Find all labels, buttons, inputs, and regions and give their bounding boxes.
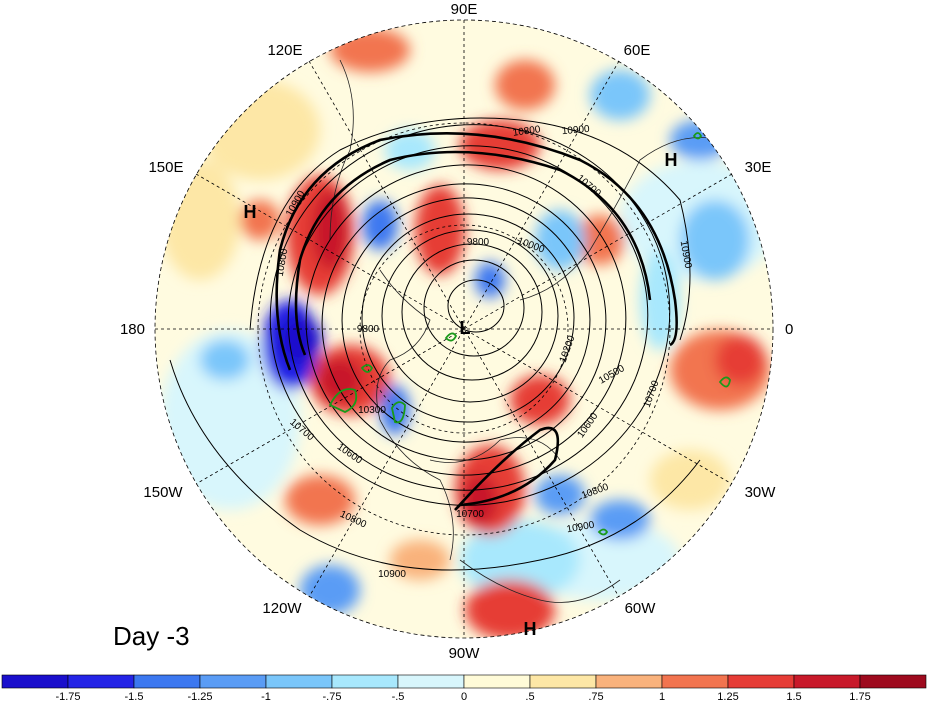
contour-label-9800-b: 9800 — [357, 324, 380, 335]
colorbar-swatch — [133, 674, 201, 689]
contour-label-10900-d: 10900 — [566, 520, 596, 536]
contour-10500 — [341, 197, 591, 443]
contour-label-10900-b: 10900 — [561, 124, 590, 137]
contour-label-10700-d: 10700 — [456, 509, 484, 520]
lon-label-0: 0 — [785, 321, 793, 338]
lon-label-30w: 30W — [745, 484, 777, 501]
lon-label-60w: 60W — [625, 600, 657, 617]
colorbar-tick-label: 1.25 — [717, 691, 738, 702]
contour-10300 — [361, 213, 575, 423]
colorbar: -1.75 -1.5 -1.25 -1 -.75 -.5 0 .5 .75 1 1.25 1.5 1.7… — [1, 674, 927, 702]
colorbar-swatch — [661, 674, 729, 689]
colorbar-swatch — [595, 674, 663, 689]
significance-contour-2 — [391, 401, 406, 424]
colorbar-tick-label: -.5 — [392, 691, 405, 702]
longitude-labels: 90E 60E 120E 30E 150E 180 0 150W 30W 120… — [120, 1, 793, 662]
lon-label-90e: 90E — [451, 1, 478, 18]
colorbar-swatch — [793, 674, 861, 689]
contour-label-9800-a: 9800 — [467, 237, 490, 248]
contour-10800 — [287, 145, 649, 491]
meridian-60e-120w — [308, 60, 620, 598]
lon-label-150e: 150E — [148, 159, 183, 176]
contour-9800 — [423, 259, 525, 357]
colorbar-tick-label: -1 — [261, 691, 271, 702]
high-center-pacific: H — [244, 202, 257, 222]
high-center-south-america: H — [524, 619, 537, 639]
significance-contour-6 — [597, 528, 609, 536]
colorbar-swatch — [265, 674, 333, 689]
low-center-pole: L — [460, 318, 471, 338]
jet-contour-inner — [294, 150, 652, 356]
coastline-greenland — [429, 437, 561, 463]
pressure-center-labels: H H L H — [244, 150, 678, 639]
day-label: Day -3 — [113, 621, 190, 651]
meridian-150e-30w — [195, 173, 733, 485]
colorbar-tick-label: .5 — [525, 691, 534, 702]
jet-contour-atlantic — [454, 426, 560, 511]
significance-contour-5 — [718, 376, 731, 388]
lon-label-120w: 120W — [262, 600, 302, 617]
latitude-circle-30n — [257, 122, 671, 536]
colorbar-swatch — [199, 674, 267, 689]
coastline-asia — [329, 59, 354, 241]
colorbar-swatch — [331, 674, 399, 689]
colorbar-tick-label: 0 — [461, 691, 467, 702]
colorbar-tick-label: -1.5 — [125, 691, 144, 702]
colorbar-tick-label: 1.75 — [849, 691, 870, 702]
colorbar-tick-label: -.75 — [323, 691, 342, 702]
contour-label-10300: 10300 — [358, 405, 386, 416]
contour-10700 — [305, 164, 627, 476]
contour-10000 — [401, 243, 543, 381]
high-center-europe: H — [665, 150, 678, 170]
lon-label-60e: 60E — [624, 42, 651, 59]
significance-contour-1 — [328, 388, 358, 413]
significance-contours — [328, 132, 731, 536]
significance-contour-7 — [692, 132, 703, 140]
contour-10200 — [381, 229, 559, 403]
contour-label-10900-e: 10900 — [378, 569, 406, 580]
colorbar-swatch — [67, 674, 135, 689]
coastlines — [329, 59, 721, 603]
contour-10600 — [321, 183, 607, 461]
contour-10900 — [269, 124, 671, 506]
coastline-north-america — [376, 269, 454, 561]
contour-outer-south-10900 — [169, 359, 701, 571]
colorbar-tick-label: 1 — [659, 691, 665, 702]
contour-label-10800-a: 10800 — [512, 124, 542, 139]
lon-label-180: 180 — [120, 321, 145, 338]
colorbar-swatch — [397, 674, 465, 689]
colorbar-swatch — [529, 674, 597, 689]
meridian-120e-60w — [308, 60, 620, 598]
contour-outer-10900 — [249, 117, 691, 341]
map-boundary — [154, 19, 774, 639]
colorbar-tick-label: -1.25 — [187, 691, 212, 702]
lon-label-30e: 30E — [745, 159, 772, 176]
significance-contour-4 — [360, 364, 374, 373]
lon-label-90w: 90W — [449, 645, 481, 662]
jet-contour-outer — [275, 132, 678, 371]
contour-label-10800-b: 10800 — [275, 247, 291, 277]
colorbar-tick-label: .75 — [588, 691, 603, 702]
lon-label-150w: 150W — [143, 484, 183, 501]
jet-contours — [275, 132, 678, 511]
colorbar-tick-label: -1.75 — [55, 691, 80, 702]
colorbar-swatch — [859, 674, 927, 689]
contour-label-10900-c: 10900 — [678, 240, 694, 270]
height-contours — [169, 117, 701, 571]
graticule — [155, 20, 773, 638]
colorbar-tick-label: 1.5 — [786, 691, 801, 702]
contour-9600 — [447, 279, 505, 333]
colorbar-swatch — [1, 674, 69, 689]
colorbar-swatch — [463, 674, 531, 689]
lon-label-120e: 120E — [267, 42, 302, 59]
colorbar-swatch — [727, 674, 795, 689]
meridian-30e-150w — [195, 173, 733, 485]
coastline-europe — [519, 137, 721, 301]
significance-contour-3 — [444, 332, 458, 342]
coastline-south-america — [459, 559, 621, 603]
